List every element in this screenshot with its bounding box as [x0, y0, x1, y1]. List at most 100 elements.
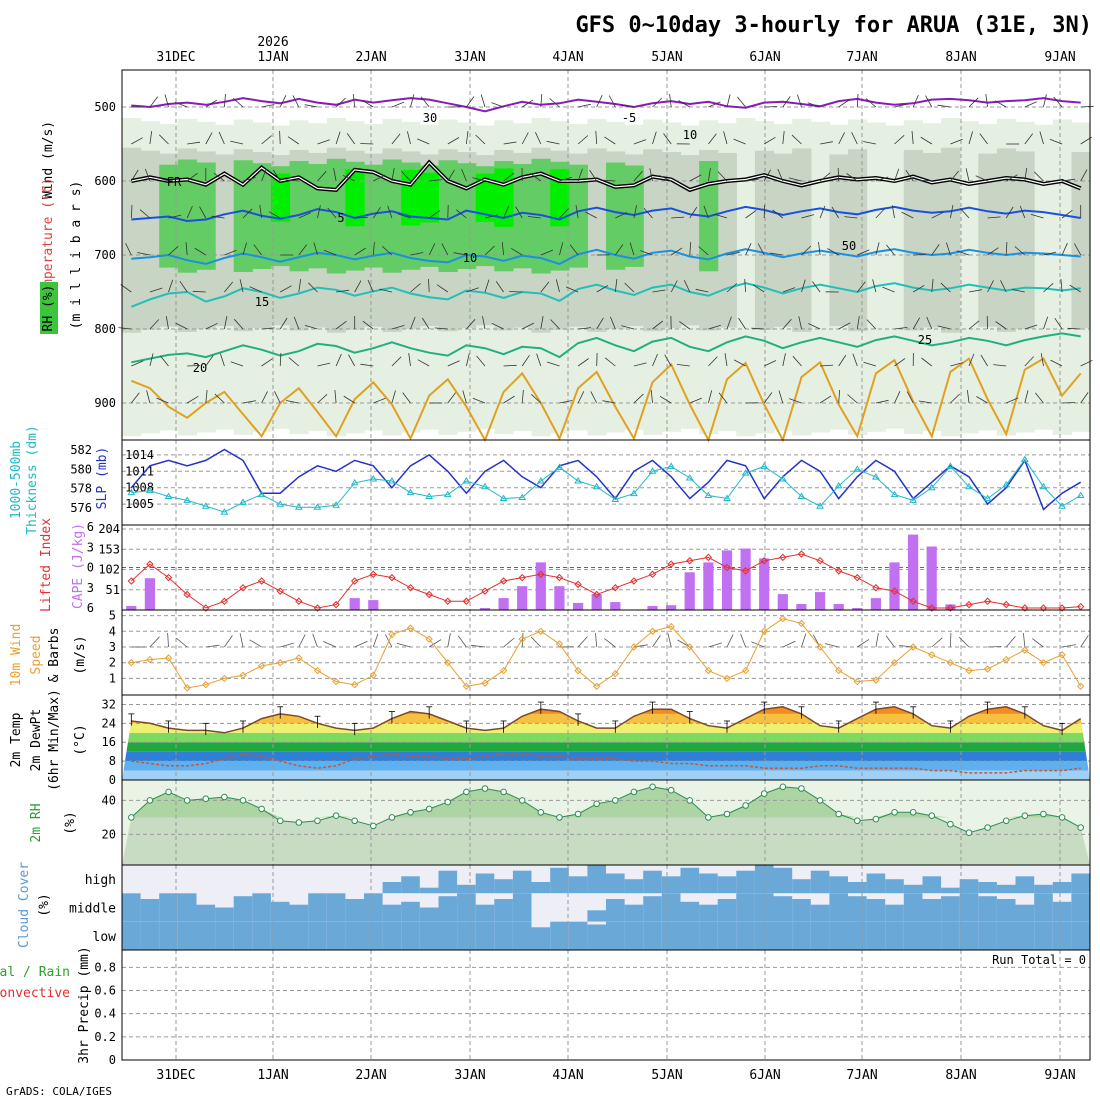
rh-point: [166, 789, 172, 795]
cloud-cell: [587, 925, 606, 951]
cape-bar: [554, 586, 564, 610]
cloud-cell: [457, 922, 476, 950]
cloud-cell: [1071, 893, 1090, 921]
rh-point: [222, 794, 228, 800]
precip-ylabels: Total / Rain Convective 3hr Precip (mm) …: [0, 946, 1086, 1063]
cloud-cell: [476, 922, 495, 950]
cape-bar: [536, 562, 546, 610]
cloud-cell-bg: [308, 865, 327, 893]
cloud-cell: [625, 879, 644, 893]
contour-label: 10: [463, 251, 477, 265]
li-tick-label: 3: [87, 540, 94, 554]
rh-shading-cell: [215, 154, 234, 326]
cloud-cell: [383, 922, 402, 950]
upper-wind-barb: [913, 255, 926, 256]
cloud-cell: [662, 893, 681, 921]
cloud-cell: [662, 876, 681, 893]
cloud-cell: [699, 874, 718, 894]
thickness-tick-label: 578: [70, 482, 92, 496]
cloud-cell: [476, 874, 495, 894]
cloud-cell-bg: [569, 893, 588, 921]
cloud-cell: [122, 893, 141, 921]
cape-bar: [610, 602, 620, 610]
cloud-cell: [290, 922, 309, 950]
cloud-cell: [1016, 905, 1035, 922]
li-tick-label: 3: [87, 581, 94, 595]
temp-bands: [122, 695, 1090, 780]
cloud-cell: [345, 899, 364, 922]
rh-point: [1078, 825, 1084, 831]
contour-label: 20: [193, 361, 207, 375]
surface-wind-barb: [458, 636, 466, 647]
cloud-cell: [439, 871, 458, 894]
top-date-label: 4JAN: [552, 50, 583, 65]
cloud-cell: [904, 922, 923, 950]
cloud-cell: [662, 922, 681, 950]
cloud-cell: [364, 893, 383, 921]
cloud-cell: [1071, 922, 1090, 950]
cloud-cell: [811, 905, 830, 922]
cloud-cell: [327, 893, 346, 921]
cloud-cell: [643, 871, 662, 894]
cloud-cell: [494, 899, 513, 922]
cloud-cell: [1071, 874, 1090, 894]
cloud-level-label: high: [85, 873, 116, 888]
cloud-cell-bg: [215, 865, 234, 893]
cloud-cell: [1034, 922, 1053, 950]
rh-point: [780, 784, 786, 790]
ylabel-precip: 3hr Precip (mm): [77, 946, 92, 1063]
cloud-cell: [401, 876, 420, 893]
rh-point: [594, 801, 600, 807]
cape-bar: [126, 606, 136, 610]
cape-bar: [834, 604, 844, 610]
rh-point: [985, 825, 991, 831]
cloud-cell: [811, 922, 830, 950]
rh-point: [668, 787, 674, 793]
rh-point: [538, 810, 544, 816]
temp-tick-label: 16: [102, 735, 116, 749]
top-date-label: 2JAN: [355, 50, 386, 65]
ylabel-wind-1: 10m Wind: [9, 624, 24, 687]
cloud-cell: [327, 922, 346, 950]
cloud-cell: [141, 922, 160, 950]
upper-wind-barb: [838, 168, 839, 181]
rh-point: [929, 813, 935, 819]
thickness-point: [668, 463, 674, 468]
rh-point: [296, 820, 302, 826]
upper-wind-barb: [187, 366, 200, 367]
wind-tick-label: 1: [109, 671, 116, 685]
cloud-cell: [1053, 902, 1072, 922]
cloud-cell: [867, 922, 886, 950]
surface-wind-barb: [1023, 633, 1024, 647]
surface-wind-barb: [323, 642, 336, 648]
rh-shading-cell: [997, 148, 1016, 332]
precip-tick-label: 0.4: [94, 1007, 116, 1021]
rh-point: [1059, 815, 1065, 821]
rh-point: [259, 806, 265, 812]
rh-point: [184, 798, 190, 804]
cloud-cell: [141, 899, 160, 922]
rh-point: [426, 806, 432, 812]
cloud-level-label: low: [93, 930, 117, 945]
thickness-tick-label: 582: [70, 443, 92, 457]
thickness-tick-label: 580: [70, 462, 92, 476]
surface-wind-barb: [668, 633, 671, 647]
li-tick-label: 6: [87, 601, 94, 615]
surface-wind-barb: [176, 638, 187, 647]
slp-tick-label: 1014: [125, 448, 154, 462]
upper-wind-barb: [764, 107, 777, 108]
wind-tick-label: 3: [109, 640, 116, 654]
cloud-cell: [550, 922, 569, 950]
cloud-cell: [290, 905, 309, 922]
temp-band: [122, 771, 1090, 780]
surface-wind-barb: [355, 641, 368, 647]
cloud-cell: [755, 922, 774, 950]
cape-bar: [573, 603, 583, 610]
surface-wind-barb: [783, 641, 796, 647]
cloud-cell: [941, 888, 960, 894]
cloud-cell: [792, 922, 811, 950]
